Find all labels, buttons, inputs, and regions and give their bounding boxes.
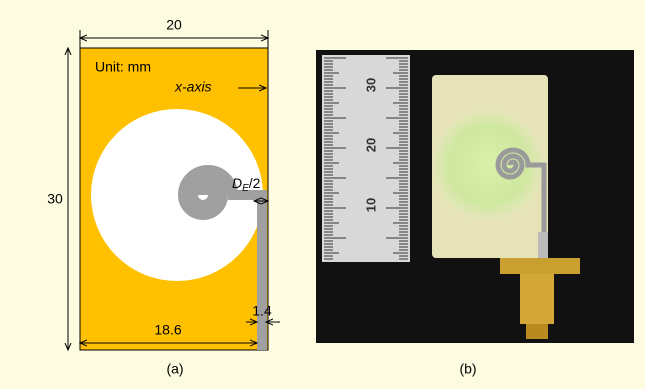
unit-label: Unit: mm [95, 59, 151, 75]
caption: (b) [459, 361, 476, 377]
ruler-label: 30 [363, 78, 378, 92]
feed-width-label: 1.4 [252, 303, 272, 319]
antenna-diagram: 20 30 18.6 Unit: mm x-axis DE/2 1.4 (a) [47, 17, 280, 377]
height-label: 30 [47, 191, 63, 207]
ruler-label: 20 [363, 138, 378, 152]
ruler-label: 10 [363, 198, 378, 212]
figure: 20 30 18.6 Unit: mm x-axis DE/2 1.4 (a) … [0, 0, 645, 389]
feed-line [257, 230, 266, 350]
axis-label: x-axis [174, 79, 212, 95]
connector [500, 258, 580, 274]
antenna-photo: 30 20 10 (b) [316, 50, 634, 377]
caption: (a) [166, 361, 183, 377]
ground-width-label: 18.6 [154, 322, 181, 338]
width-label: 20 [166, 17, 182, 33]
